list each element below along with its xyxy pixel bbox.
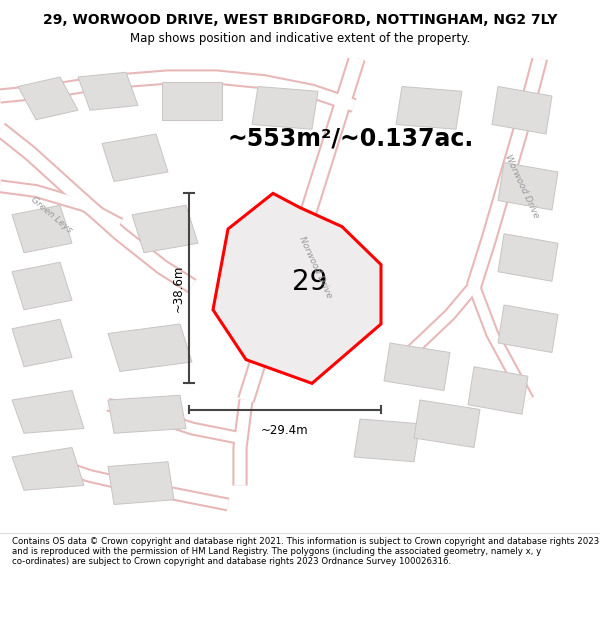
Text: 29, WORWOOD DRIVE, WEST BRIDGFORD, NOTTINGHAM, NG2 7LY: 29, WORWOOD DRIVE, WEST BRIDGFORD, NOTTI… <box>43 12 557 27</box>
Polygon shape <box>12 262 72 310</box>
Polygon shape <box>162 82 222 120</box>
Polygon shape <box>414 400 480 448</box>
Polygon shape <box>108 395 186 433</box>
Text: Contains OS data © Crown copyright and database right 2021. This information is : Contains OS data © Crown copyright and d… <box>12 537 599 566</box>
Polygon shape <box>12 205 72 252</box>
Polygon shape <box>354 419 420 462</box>
Polygon shape <box>12 448 84 490</box>
Text: ~29.4m: ~29.4m <box>261 424 309 437</box>
Polygon shape <box>492 86 552 134</box>
Polygon shape <box>12 319 72 367</box>
Text: ~553m²/~0.137ac.: ~553m²/~0.137ac. <box>228 127 474 151</box>
Text: Green Leys: Green Leys <box>29 195 73 234</box>
Text: ~38.6m: ~38.6m <box>172 265 185 312</box>
Polygon shape <box>78 72 138 110</box>
Polygon shape <box>396 86 462 129</box>
Polygon shape <box>252 86 318 129</box>
Text: Map shows position and indicative extent of the property.: Map shows position and indicative extent… <box>130 32 470 45</box>
Polygon shape <box>108 324 192 371</box>
Polygon shape <box>108 462 174 504</box>
Polygon shape <box>498 305 558 352</box>
Polygon shape <box>498 162 558 210</box>
Polygon shape <box>12 391 84 433</box>
Polygon shape <box>102 134 168 181</box>
Polygon shape <box>468 367 528 414</box>
Text: 29: 29 <box>292 268 327 296</box>
Text: Worwood Drive: Worwood Drive <box>503 153 541 219</box>
Polygon shape <box>498 234 558 281</box>
Text: Norwood Drive: Norwood Drive <box>297 235 333 299</box>
Polygon shape <box>213 193 381 383</box>
Polygon shape <box>384 343 450 391</box>
Polygon shape <box>132 205 198 252</box>
Polygon shape <box>18 77 78 120</box>
